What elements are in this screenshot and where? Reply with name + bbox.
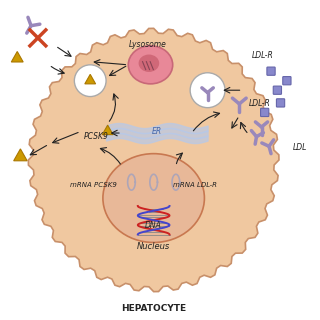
Polygon shape: [102, 125, 113, 135]
Text: LDL-R: LDL-R: [249, 99, 271, 108]
FancyBboxPatch shape: [283, 76, 291, 85]
Ellipse shape: [103, 154, 204, 243]
Text: Lysosome: Lysosome: [128, 40, 166, 49]
FancyBboxPatch shape: [273, 86, 282, 94]
Text: DNA: DNA: [145, 221, 162, 230]
Text: LDL-R: LDL-R: [252, 52, 274, 60]
Text: LDL: LDL: [293, 143, 308, 153]
Polygon shape: [14, 149, 27, 161]
Text: PCSK9: PCSK9: [84, 132, 109, 141]
Polygon shape: [11, 52, 23, 62]
Polygon shape: [85, 74, 96, 84]
Polygon shape: [28, 28, 279, 292]
FancyBboxPatch shape: [276, 99, 285, 107]
Text: ER: ER: [152, 127, 162, 136]
Text: mRNA LDL-R: mRNA LDL-R: [173, 182, 217, 188]
Circle shape: [74, 65, 106, 97]
Text: HEPATOCYTE: HEPATOCYTE: [121, 304, 186, 313]
FancyBboxPatch shape: [267, 67, 275, 75]
Text: mRNA PCSK9: mRNA PCSK9: [70, 182, 117, 188]
FancyBboxPatch shape: [260, 108, 269, 116]
Ellipse shape: [139, 54, 159, 72]
Text: Nucleus: Nucleus: [137, 242, 170, 251]
Circle shape: [190, 73, 225, 108]
Ellipse shape: [128, 46, 173, 84]
